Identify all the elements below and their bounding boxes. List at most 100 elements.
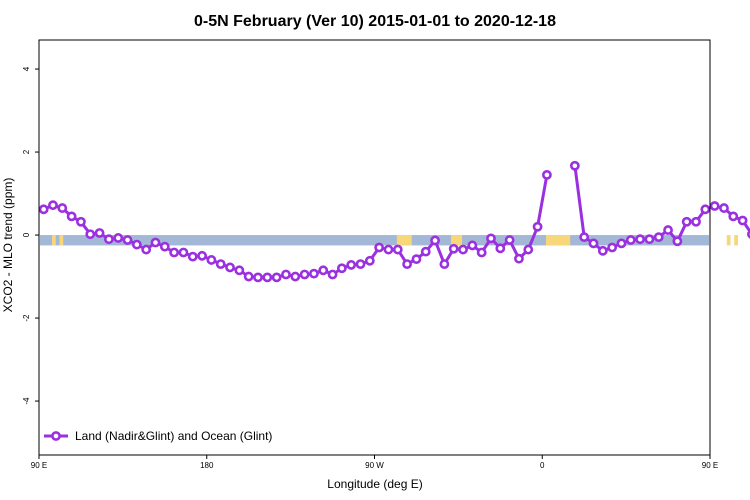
data-point [197,250,207,261]
data-point [57,203,68,213]
data-point [48,200,58,211]
x-axis-label: Longitude (deg E) [327,477,422,491]
data-point [327,269,338,280]
ocean-band [40,235,709,246]
data-point [728,211,739,222]
legend-label: Land (Nadir&Glint) and Ocean (Glint) [75,429,272,443]
y-tick-label: 2 [22,149,31,154]
data-point [364,255,375,266]
data-point [448,243,459,254]
data-point [458,244,468,255]
series-line [43,174,549,279]
data-point [318,265,329,276]
data-point [150,237,161,248]
data-point [187,251,198,262]
data-point [243,271,254,282]
data-point [253,272,263,283]
land-band-segment [52,235,56,246]
data-point [672,236,683,247]
land-band-segment [726,235,731,246]
data-point [159,241,170,252]
data-point [411,254,422,265]
data-point [691,216,701,227]
y-tick-label: 0 [22,232,31,237]
data-point [336,263,347,274]
data-point [607,242,618,253]
data-point [374,242,385,253]
x-tick-label: 90 E [702,461,718,470]
land-band-segment [396,235,412,246]
y-tick-label: -2 [22,314,31,322]
y-tick-label: 4 [22,66,31,71]
chart-title: 0-5N February (Ver 10) 2015-01-01 to 202… [194,13,556,30]
data-point [76,216,86,227]
data-point [542,169,552,180]
data-point [169,247,180,258]
data-point [402,259,413,269]
data-point [290,271,301,282]
y-axis-ticks: 4 2 0 -2 -4 [22,66,39,405]
x-tick-label: 180 [200,461,214,470]
data-point [681,216,692,227]
x-tick-label: 90 E [31,461,47,470]
data-point [700,204,711,215]
data-point [299,269,310,280]
data-point [523,244,534,255]
data-point [597,245,608,256]
data-point [271,272,282,283]
data-point [635,234,646,245]
data-point [66,211,77,222]
data-point [495,243,506,254]
data-point [215,259,226,269]
data-point [737,215,748,226]
data-point [178,247,189,258]
land-band-segment [734,235,738,246]
legend-marker [51,431,61,441]
data-point [588,238,599,249]
x-tick-label: 0 [540,461,545,470]
data-point [131,239,142,250]
land-band-segment [545,235,571,246]
data-point [281,269,291,280]
data-point [392,244,403,255]
data-point [644,234,655,245]
data-point [467,240,478,251]
legend: Land (Nadir&Glint) and Ocean (Glint) [44,429,272,443]
x-tick-label: 90 W [365,461,384,470]
land-band-segment [59,235,64,246]
data-point [653,232,664,243]
data-point [234,265,245,276]
data-point [616,238,627,249]
data-point [262,272,273,283]
data-point [225,262,235,273]
data-point [569,160,580,171]
data-point [420,246,431,257]
data-point [206,255,217,265]
data-point [486,233,496,244]
data-point [719,203,729,213]
data-point [355,259,366,269]
data-point [430,235,440,246]
data-point [113,233,124,243]
data-point [625,235,636,245]
data-point [141,244,152,255]
y-tick-label: -4 [22,397,31,405]
data-point [504,235,515,245]
x-axis-ticks: 90 E 180 90 W 0 90 E [31,455,718,470]
data-point [663,225,673,235]
data-point [476,247,487,258]
data-point [514,253,524,264]
data-point [309,268,319,279]
data-point [579,232,590,243]
data-point [439,259,450,269]
data-point [346,260,357,270]
data-point [94,228,105,238]
data-point [38,204,49,215]
land-band-segment [450,235,463,246]
data-point [103,234,114,245]
y-axis-label: XCO2 - MLO trend (ppm) [1,178,15,313]
data-point [85,229,96,240]
data-point [709,201,720,211]
data-point [383,244,394,255]
